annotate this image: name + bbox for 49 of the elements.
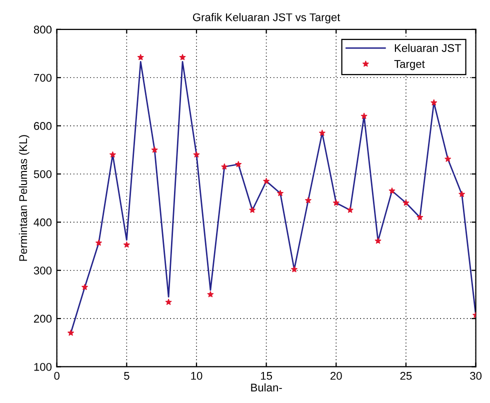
y-tick-label: 200 bbox=[34, 314, 52, 323]
y-tick-label: 400 bbox=[34, 218, 52, 226]
point bbox=[193, 151, 200, 158]
chart-title: Grafik Keluaran JST vs Target bbox=[192, 13, 340, 24]
point bbox=[262, 178, 270, 184]
point bbox=[95, 239, 102, 246]
y-tick-label: 800 bbox=[34, 26, 52, 34]
point bbox=[402, 199, 410, 206]
point bbox=[388, 187, 396, 194]
point bbox=[151, 146, 158, 153]
point bbox=[430, 99, 438, 106]
x-tick-label: 10 bbox=[191, 372, 202, 380]
point bbox=[179, 54, 186, 60]
point bbox=[416, 214, 424, 220]
point bbox=[458, 190, 466, 198]
point bbox=[109, 151, 116, 158]
y-tick-label: 300 bbox=[34, 266, 52, 274]
point bbox=[221, 163, 228, 170]
x-tick-label: 0 bbox=[54, 372, 60, 380]
x-tick-label: 30 bbox=[470, 372, 482, 380]
point bbox=[374, 237, 382, 244]
point bbox=[207, 290, 214, 298]
x-tick-label: 25 bbox=[400, 372, 412, 380]
legend-label: Keluaran JST bbox=[394, 44, 462, 52]
point bbox=[318, 130, 326, 136]
point bbox=[346, 206, 354, 213]
x-tick-label: 20 bbox=[330, 372, 342, 380]
point bbox=[332, 199, 340, 206]
point bbox=[137, 54, 144, 60]
y-tick-label: 600 bbox=[34, 122, 52, 130]
y-tick-label: 700 bbox=[34, 74, 52, 82]
y-tick-label: 500 bbox=[34, 170, 52, 178]
point bbox=[276, 190, 284, 196]
point bbox=[235, 160, 242, 168]
y-axis-title: Permintaan Pelumas (KL) bbox=[18, 135, 30, 261]
legend-label: Target bbox=[394, 60, 425, 70]
point bbox=[249, 206, 256, 213]
point bbox=[123, 241, 130, 248]
point bbox=[304, 197, 312, 204]
x-tick-label: 5 bbox=[124, 372, 130, 380]
x-axis-title: Bulan- bbox=[251, 383, 282, 392]
point bbox=[165, 298, 172, 306]
y-tick-label: 100 bbox=[34, 362, 52, 371]
point bbox=[360, 112, 368, 120]
point bbox=[67, 330, 74, 336]
x-tick-label: 15 bbox=[260, 372, 272, 380]
point bbox=[444, 156, 452, 162]
point bbox=[81, 284, 88, 290]
point bbox=[290, 266, 298, 272]
